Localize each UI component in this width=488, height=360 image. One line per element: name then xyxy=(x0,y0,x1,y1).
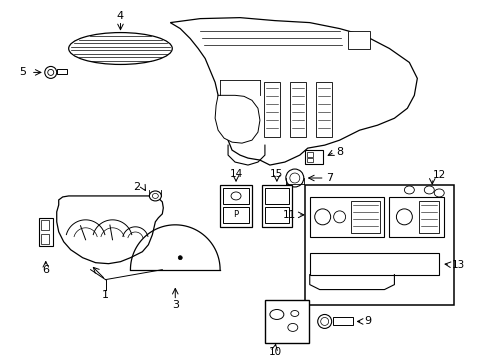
Text: 14: 14 xyxy=(229,169,242,179)
Bar xyxy=(315,82,331,137)
Text: 5: 5 xyxy=(20,67,26,77)
Bar xyxy=(264,82,279,137)
Ellipse shape xyxy=(404,186,413,194)
Text: 3: 3 xyxy=(171,300,179,310)
Ellipse shape xyxy=(149,191,161,201)
Bar xyxy=(264,188,288,204)
Bar xyxy=(309,253,438,275)
Ellipse shape xyxy=(178,256,182,260)
Ellipse shape xyxy=(230,192,241,200)
Bar xyxy=(350,201,380,233)
Text: 10: 10 xyxy=(268,347,281,357)
Polygon shape xyxy=(215,95,260,143)
Bar xyxy=(223,207,248,223)
Bar xyxy=(39,218,53,246)
Ellipse shape xyxy=(433,189,443,197)
Ellipse shape xyxy=(285,169,303,187)
Text: 6: 6 xyxy=(42,265,49,275)
Ellipse shape xyxy=(317,315,331,328)
Ellipse shape xyxy=(269,310,283,319)
Bar xyxy=(220,185,251,227)
Ellipse shape xyxy=(333,211,345,223)
Bar xyxy=(41,220,49,230)
Bar xyxy=(264,207,288,223)
Ellipse shape xyxy=(289,173,299,183)
Text: P: P xyxy=(233,210,238,219)
Text: 13: 13 xyxy=(451,260,465,270)
Polygon shape xyxy=(170,18,416,165)
Text: 12: 12 xyxy=(432,170,445,180)
Text: 15: 15 xyxy=(270,169,283,179)
Ellipse shape xyxy=(396,209,411,225)
Ellipse shape xyxy=(48,69,54,75)
Text: 7: 7 xyxy=(325,173,332,183)
Ellipse shape xyxy=(314,209,330,225)
Bar xyxy=(306,152,312,157)
Bar xyxy=(388,197,443,237)
Bar xyxy=(57,69,66,75)
Bar xyxy=(262,185,291,227)
Bar xyxy=(306,158,312,162)
Bar xyxy=(264,300,308,343)
Text: 11: 11 xyxy=(283,210,296,220)
Text: 1: 1 xyxy=(102,289,109,300)
Text: 9: 9 xyxy=(364,316,371,327)
Bar xyxy=(419,201,438,233)
Bar xyxy=(289,82,305,137)
Polygon shape xyxy=(57,196,163,264)
Ellipse shape xyxy=(290,310,298,316)
Text: 8: 8 xyxy=(335,147,343,157)
Ellipse shape xyxy=(287,323,297,332)
Text: 2: 2 xyxy=(133,182,140,192)
Text: 4: 4 xyxy=(117,11,124,21)
Bar xyxy=(304,185,453,305)
Ellipse shape xyxy=(320,318,328,325)
Bar xyxy=(304,150,322,164)
Ellipse shape xyxy=(152,193,158,198)
Bar xyxy=(332,318,352,325)
Bar xyxy=(309,197,384,237)
Bar xyxy=(347,31,369,49)
Ellipse shape xyxy=(68,32,172,64)
Bar xyxy=(223,188,248,204)
Ellipse shape xyxy=(45,67,57,78)
Ellipse shape xyxy=(424,186,433,194)
Bar xyxy=(41,234,49,244)
